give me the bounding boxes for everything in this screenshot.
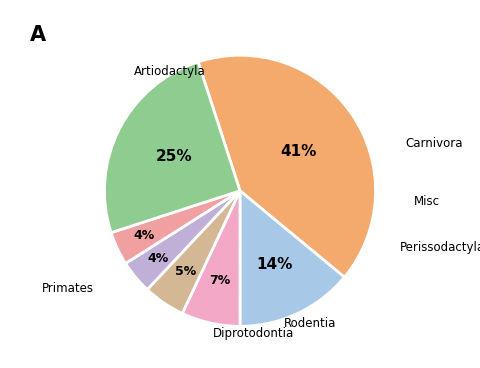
Text: Primates: Primates xyxy=(42,282,94,295)
Text: Artiodactyla: Artiodactyla xyxy=(133,65,205,78)
Wedge shape xyxy=(182,191,240,326)
Text: Perissodactyla: Perissodactyla xyxy=(400,241,480,254)
Text: Diprotodontia: Diprotodontia xyxy=(213,326,294,340)
Text: 14%: 14% xyxy=(256,257,293,272)
Wedge shape xyxy=(240,191,345,326)
Text: 25%: 25% xyxy=(155,149,192,164)
Text: 41%: 41% xyxy=(280,144,316,159)
Text: Carnivora: Carnivora xyxy=(405,137,463,150)
Text: 5%: 5% xyxy=(175,265,196,278)
Text: 4%: 4% xyxy=(134,229,155,242)
Wedge shape xyxy=(147,191,240,314)
Text: Rodentia: Rodentia xyxy=(284,317,336,330)
Text: A: A xyxy=(30,25,46,45)
Wedge shape xyxy=(111,191,240,263)
Wedge shape xyxy=(105,62,240,233)
Text: 4%: 4% xyxy=(148,252,169,265)
Text: Misc: Misc xyxy=(413,195,440,208)
Text: 7%: 7% xyxy=(209,274,230,287)
Wedge shape xyxy=(126,191,240,290)
Wedge shape xyxy=(198,55,375,277)
